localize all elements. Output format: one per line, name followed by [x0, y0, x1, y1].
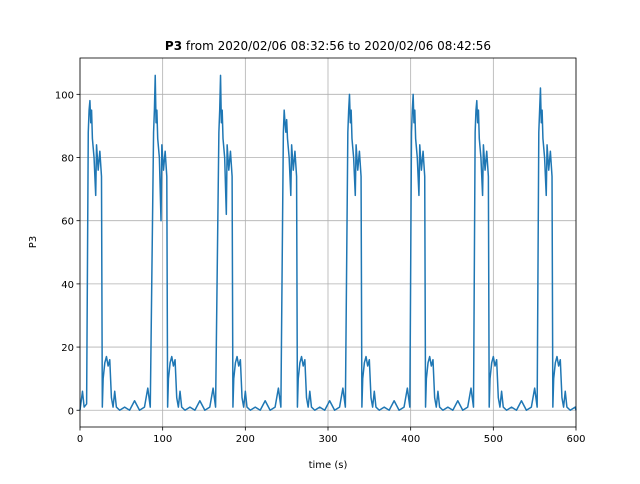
y-tick-label: 100: [55, 90, 74, 101]
x-tick-label: 500: [484, 434, 503, 445]
x-tick-label: 0: [77, 434, 83, 445]
plot-frame: [79, 57, 577, 428]
x-axis-label: time (s): [309, 460, 348, 471]
x-tick-label: 300: [318, 434, 337, 445]
data-line: [79, 74, 577, 412]
chart-title: P3 from 2020/02/06 08:32:56 to 2020/02/0…: [165, 39, 491, 53]
y-tick-label: 20: [61, 343, 74, 354]
y-tick-label: 40: [61, 280, 74, 291]
y-tick-label: 0: [68, 406, 74, 417]
x-tick-label: 100: [153, 434, 172, 445]
y-tick-label: 80: [61, 154, 74, 165]
y-tick-label: 60: [61, 217, 74, 228]
x-tick-label: 600: [566, 434, 585, 445]
y-axis-label: P3: [28, 236, 39, 248]
x-tick-label: 400: [401, 434, 420, 445]
title-bold: P3: [165, 39, 182, 53]
title-rest: from 2020/02/06 08:32:56 to 2020/02/06 0…: [186, 39, 491, 53]
x-tick-label: 200: [236, 434, 255, 445]
